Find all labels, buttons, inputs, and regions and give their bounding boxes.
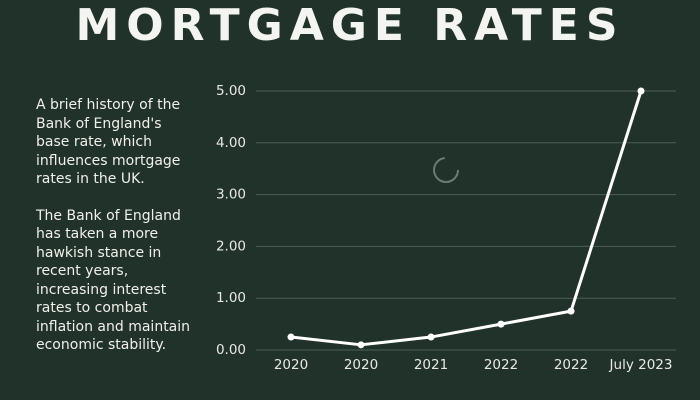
point	[567, 307, 575, 315]
point	[357, 341, 365, 349]
y-tick-label: 4.00	[216, 135, 246, 151]
page-title: MORTGAGE RATES	[75, 0, 625, 51]
y-tick-label: 5.00	[216, 83, 246, 99]
y-tick-label: 3.00	[216, 187, 246, 203]
loading-spinner	[433, 157, 459, 183]
y-tick-label: 1.00	[216, 290, 246, 306]
y-tick-label: 0.00	[216, 342, 246, 358]
x-tick-label: 2022	[484, 357, 518, 373]
x-tick-label: 2020	[344, 357, 378, 373]
x-tick-label: 2020	[274, 357, 308, 373]
point	[427, 333, 435, 341]
line	[290, 90, 643, 347]
point	[287, 333, 295, 341]
paragraph: The Bank of England has taken a more haw…	[36, 207, 191, 354]
point	[637, 87, 645, 95]
x-tick-label: July 2023	[609, 357, 673, 373]
x-tick-label: 2022	[554, 357, 588, 373]
y-tick-label: 2.00	[216, 238, 246, 254]
paragraph: A brief history of the Bank of England's…	[36, 97, 181, 187]
point	[497, 320, 505, 328]
description: A brief history of the Bank of England's…	[36, 96, 192, 373]
x-tick-label: 2021	[414, 357, 448, 373]
